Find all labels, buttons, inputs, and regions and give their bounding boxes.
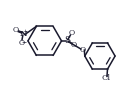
Text: O: O (18, 39, 24, 47)
Text: N: N (19, 30, 27, 38)
Text: Cl: Cl (102, 74, 111, 82)
Text: S: S (64, 36, 70, 45)
Text: O: O (70, 41, 76, 49)
Text: O: O (13, 26, 19, 34)
Text: +: + (22, 29, 28, 34)
Text: −: − (21, 40, 26, 45)
Text: O: O (68, 29, 75, 37)
Text: O: O (80, 46, 86, 54)
